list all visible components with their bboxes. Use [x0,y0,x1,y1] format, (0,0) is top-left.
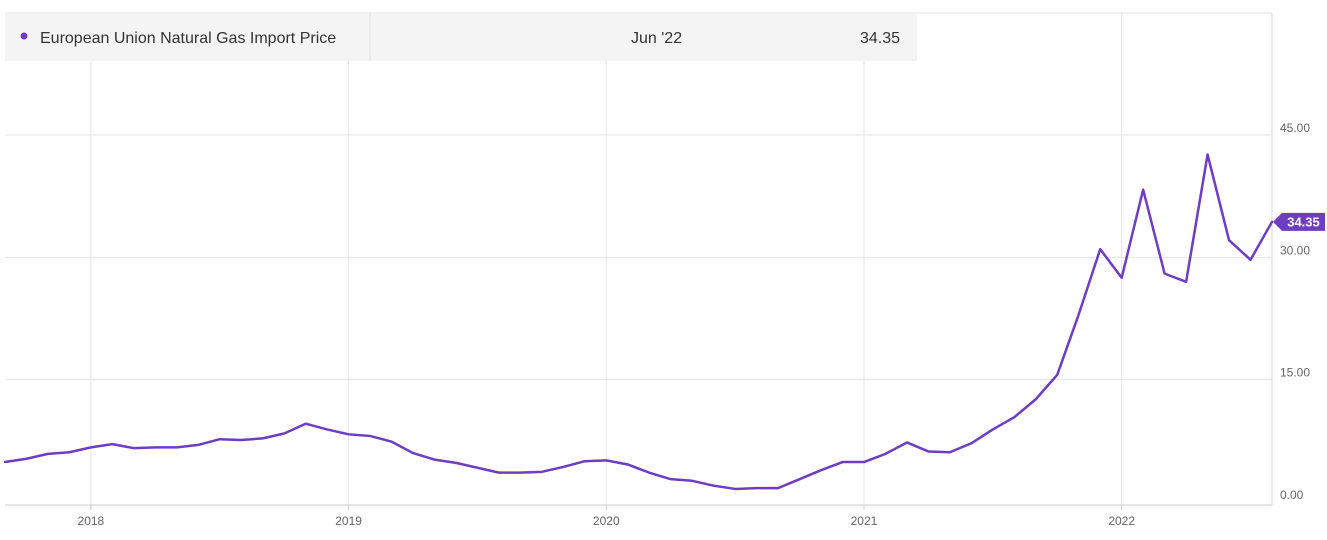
legend-series-name: European Union Natural Gas Import Price [40,30,336,47]
x-tick-label: 2020 [593,514,620,528]
y-tick-label: 15.00 [1280,366,1310,380]
y-axis-tick-labels: 0.00 15.00 30.00 45.00 [1280,121,1310,502]
x-tick-label: 2019 [335,514,362,528]
legend-series-marker [20,32,28,40]
last-value-badge-shape [1273,212,1325,231]
x-tick-label: 2018 [78,514,105,528]
y-tick-label: 45.00 [1280,121,1310,135]
legend-background [5,14,917,61]
y-tick-label: 30.00 [1280,243,1310,257]
x-tick-label: 2022 [1108,514,1135,528]
series-line[interactable] [3,153,1274,491]
last-value-badge: 34.35 [1273,212,1325,231]
horizontal-gridlines [5,134,1272,381]
last-value-label: 34.35 [1287,214,1320,229]
x-tick-label: 2021 [851,514,878,528]
y-tick-label: 0.00 [1280,488,1304,502]
legend-value: 34.35 [860,30,900,47]
legend-date: Jun '22 [631,30,682,47]
series-layer [3,153,1274,491]
x-axis-tick-labels: 2018 2019 2020 2021 2022 [78,514,1136,528]
vertical-gridlines [90,13,1123,510]
legend[interactable]: European Union Natural Gas Import Price … [5,14,917,61]
